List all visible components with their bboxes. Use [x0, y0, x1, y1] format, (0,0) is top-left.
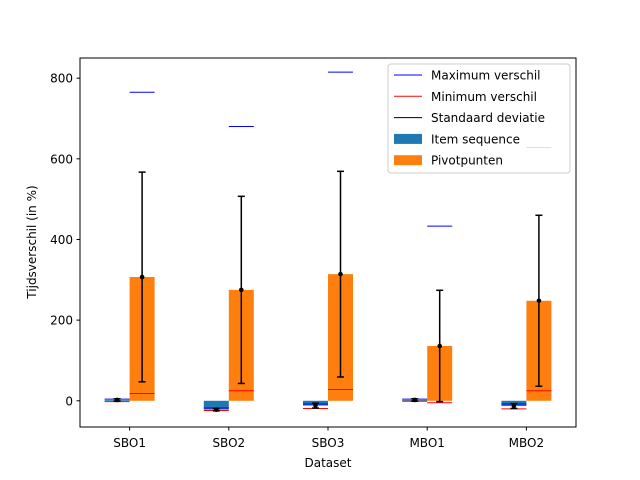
y-tick-label-0: 0 [65, 394, 73, 408]
legend-label-standaard-deviatie: Standaard deviatie [431, 111, 545, 125]
mean-point-item-sequence-mbo1 [412, 397, 418, 403]
y-tick-label-400: 400 [50, 233, 73, 247]
y-tick-label-200: 200 [50, 314, 73, 328]
mean-point-pivotpunten-sbo2 [239, 287, 244, 293]
legend-label-item-sequence: Item sequence [431, 132, 520, 146]
legend-label-maximum-verschil: Maximum verschil [431, 69, 540, 83]
mean-point-pivotpunten-sbo1 [139, 274, 145, 280]
mean-point-pivotpunten-sbo3 [338, 271, 343, 277]
y-axis-label: Tijdsverschil (in %) [25, 185, 39, 299]
x-tick-label-mbo2: MBO2 [509, 436, 544, 450]
x-tick-label-sbo1: SBO1 [113, 436, 146, 450]
mean-point-item-sequence-sbo3 [313, 403, 318, 408]
bar-item-sequence-sbo2 [203, 400, 229, 410]
mean-point-pivotpunten-mbo2 [536, 298, 542, 304]
axes: 0 200 400 600 800 SBO1 SBO2 SBO3 MBO1 MBO2 [50, 72, 544, 450]
mean-point-item-sequence-mbo2 [511, 403, 517, 409]
legend-label-pivotpunten: Pivotpunten [431, 154, 503, 168]
plot-area [104, 71, 552, 412]
x-axis-label: Dataset [305, 456, 352, 470]
x-tick-label-sbo2: SBO2 [212, 436, 245, 450]
x-tick-label-sbo3: SBO3 [312, 436, 345, 450]
legend-swatch-item-sequence [394, 133, 422, 144]
mean-point-item-sequence-sbo2 [214, 407, 219, 412]
legend-label-minimum-verschil: Minimum verschil [431, 90, 537, 104]
x-tick-label-mbo1: MBO1 [409, 436, 444, 450]
mean-point-pivotpunten-mbo1 [437, 343, 443, 349]
legend: Maximum verschil Minimum verschil Standaar… [387, 63, 571, 174]
y-tick-label-800: 800 [50, 72, 73, 86]
mean-point-item-sequence-sbo1 [114, 397, 120, 403]
legend-box [387, 63, 571, 174]
legend-swatch-pivotpunten [394, 155, 422, 166]
y-tick-label-600: 600 [50, 152, 73, 166]
